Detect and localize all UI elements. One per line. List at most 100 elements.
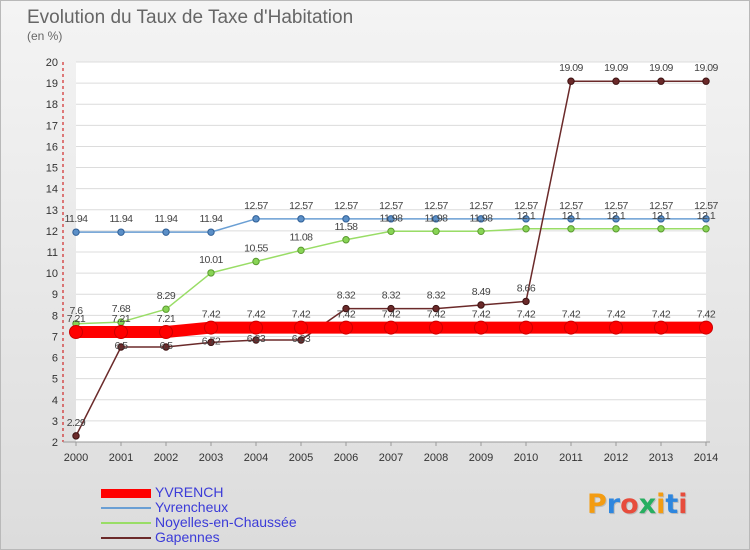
data-label: 7.42 [652, 309, 671, 321]
data-point [567, 225, 575, 233]
data-point [429, 320, 443, 335]
data-label: 11.94 [155, 213, 179, 225]
x-tick-label: 2005 [289, 452, 313, 464]
data-label: 12.57 [514, 200, 538, 212]
data-label: 7.42 [292, 309, 311, 321]
data-label: 6.5 [114, 340, 128, 352]
data-point [342, 304, 350, 313]
data-label: 12.57 [289, 200, 313, 212]
legend-swatch [101, 537, 151, 539]
x-tick-label: 2001 [109, 452, 133, 464]
legend-item: Noyelles-en-Chaussée [101, 514, 321, 530]
data-label: 12.57 [424, 200, 448, 212]
x-tick-label: 2011 [559, 452, 583, 464]
legend-swatch [101, 507, 151, 509]
x-tick-label: 2002 [154, 452, 178, 464]
data-point [297, 336, 305, 344]
x-tick-label: 2003 [199, 452, 223, 464]
data-label: 12.57 [649, 200, 673, 212]
data-label: 10.55 [244, 243, 268, 255]
y-tick-label: 13 [46, 205, 58, 217]
data-label: 7.42 [382, 309, 401, 321]
data-point [702, 215, 710, 223]
data-point [654, 320, 668, 335]
x-tick-label: 2010 [514, 452, 538, 464]
x-tick-label: 2004 [244, 452, 268, 464]
x-tick-label: 2007 [379, 452, 403, 464]
data-point [699, 320, 713, 335]
y-tick-label: 3 [52, 416, 58, 428]
data-point [477, 227, 485, 236]
y-tick-label: 8 [52, 310, 58, 322]
data-point [294, 320, 308, 335]
logo-letter: i [656, 489, 666, 520]
data-label: 19.09 [694, 62, 718, 74]
data-label: 11.94 [200, 213, 224, 225]
data-label: 7.42 [247, 309, 266, 321]
data-label: 7.42 [202, 309, 221, 321]
data-label: 12.57 [559, 200, 583, 212]
legend-item: Gapennes [101, 529, 321, 545]
data-label: 7.21 [67, 313, 86, 325]
data-label: 11.94 [110, 213, 134, 225]
data-point [522, 215, 530, 223]
y-tick-label: 10 [46, 268, 58, 280]
data-point [387, 215, 395, 223]
data-point [249, 320, 263, 335]
data-point [612, 225, 620, 233]
data-label: 12.1 [652, 210, 671, 222]
data-label: 6.83 [247, 333, 266, 345]
data-point [342, 215, 350, 223]
data-label: 12.1 [607, 210, 626, 222]
data-point [72, 228, 80, 236]
y-tick-label: 9 [52, 289, 58, 301]
data-label: 12.57 [334, 200, 358, 212]
y-tick-label: 12 [46, 226, 58, 238]
data-label: 7.42 [562, 309, 581, 321]
data-label: 12.57 [469, 200, 493, 212]
data-label: 19.09 [604, 62, 628, 74]
legend-label: YVRENCH [155, 484, 224, 500]
data-label: 7.42 [472, 309, 491, 321]
data-point [384, 320, 398, 335]
data-point [117, 343, 125, 351]
data-label: 7.6 [69, 305, 83, 317]
data-point [207, 228, 215, 236]
y-tick-label: 2 [52, 437, 58, 449]
data-point [72, 432, 80, 440]
y-tick-label: 16 [46, 141, 58, 153]
data-point [162, 343, 170, 351]
data-point [432, 215, 440, 223]
data-label: 11.58 [335, 221, 359, 233]
y-tick-label: 17 [46, 120, 58, 132]
data-label: 19.09 [559, 62, 583, 74]
data-label: 11.94 [65, 213, 89, 225]
data-label: 19.09 [649, 62, 673, 74]
legend-label: Noyelles-en-Chaussée [155, 514, 297, 530]
x-tick-label: 2012 [604, 452, 628, 464]
x-tick-label: 2013 [649, 452, 673, 464]
logo-letter: i [678, 489, 688, 520]
data-point [567, 77, 575, 85]
data-label: 7.42 [517, 309, 536, 321]
data-point [387, 227, 395, 236]
data-label: 12.1 [697, 210, 716, 222]
data-label: 8.32 [427, 290, 446, 302]
data-label: 12.57 [379, 200, 403, 212]
logo-letter: x [638, 489, 657, 520]
y-tick-label: 7 [52, 331, 58, 343]
data-point [567, 215, 575, 223]
data-point [612, 77, 620, 85]
y-tick-label: 19 [46, 78, 58, 90]
y-tick-label: 11 [47, 247, 58, 259]
data-point [114, 325, 128, 340]
data-label: 7.42 [697, 309, 716, 321]
data-point [519, 320, 533, 335]
data-label: 8.66 [517, 282, 536, 294]
data-label: 12.57 [694, 200, 718, 212]
legend-swatch [101, 488, 151, 498]
data-point [609, 320, 623, 335]
data-point [252, 336, 260, 344]
data-point [342, 236, 350, 244]
